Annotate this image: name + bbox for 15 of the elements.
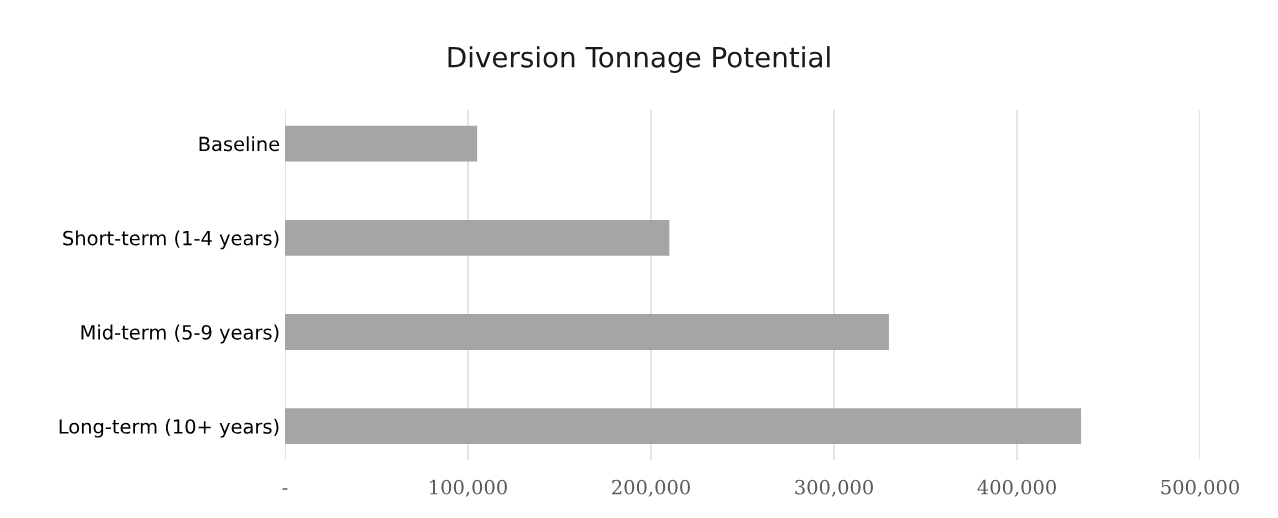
- chart-title: Diversion Tonnage Potential: [448, 46, 830, 74]
- y-tick-label: Mid-term (5-9 years): [81, 324, 279, 344]
- x-tick-label: -: [282, 488, 288, 490]
- bar: [284, 314, 889, 350]
- x-tick-label: 100,000: [430, 479, 507, 497]
- y-tick-label: Short-term (1-4 years): [63, 230, 279, 250]
- y-tick-label: Baseline: [199, 136, 280, 152]
- x-tick-label: 300,000: [795, 479, 873, 497]
- x-tick-label: 400,000: [977, 479, 1056, 497]
- bar: [284, 125, 478, 162]
- bar: [284, 219, 670, 256]
- y-tick-label: Long-term (10+ years): [59, 418, 279, 438]
- bar: [284, 408, 1082, 445]
- x-tick-label: 500,000: [1161, 479, 1239, 497]
- x-tick-label: 200,000: [612, 479, 690, 497]
